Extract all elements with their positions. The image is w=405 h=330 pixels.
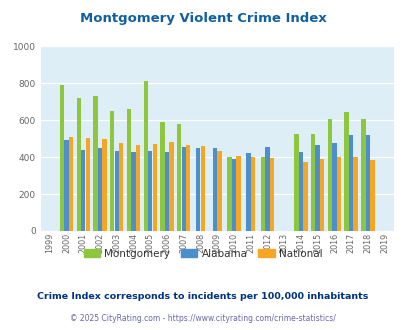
Bar bbox=[196, 148, 200, 231]
Bar bbox=[81, 150, 85, 231]
Bar bbox=[69, 138, 73, 231]
Bar bbox=[227, 157, 231, 231]
Bar bbox=[77, 98, 81, 231]
Bar bbox=[236, 156, 240, 231]
Bar bbox=[294, 134, 298, 231]
Bar bbox=[365, 135, 369, 231]
Bar bbox=[231, 159, 236, 231]
Bar bbox=[348, 135, 352, 231]
Text: Crime Index corresponds to incidents per 100,000 inhabitants: Crime Index corresponds to incidents per… bbox=[37, 292, 368, 301]
Text: Montgomery Violent Crime Index: Montgomery Violent Crime Index bbox=[79, 12, 326, 24]
Bar bbox=[169, 143, 173, 231]
Bar bbox=[353, 157, 357, 231]
Bar bbox=[212, 148, 217, 231]
Bar bbox=[85, 138, 90, 231]
Bar bbox=[181, 147, 185, 231]
Bar bbox=[126, 109, 131, 231]
Bar bbox=[164, 152, 169, 231]
Bar bbox=[200, 147, 205, 231]
Bar bbox=[136, 146, 140, 231]
Bar bbox=[269, 158, 273, 231]
Bar bbox=[298, 152, 303, 231]
Bar bbox=[131, 152, 135, 231]
Bar bbox=[336, 157, 340, 231]
Bar bbox=[102, 139, 107, 231]
Bar bbox=[177, 124, 181, 231]
Text: © 2025 CityRating.com - https://www.cityrating.com/crime-statistics/: © 2025 CityRating.com - https://www.city… bbox=[70, 314, 335, 323]
Bar bbox=[148, 151, 152, 231]
Bar bbox=[185, 145, 190, 231]
Bar bbox=[245, 153, 250, 231]
Bar bbox=[315, 145, 319, 231]
Bar bbox=[369, 160, 374, 231]
Bar bbox=[110, 111, 114, 231]
Bar bbox=[119, 143, 123, 231]
Bar bbox=[217, 151, 221, 231]
Bar bbox=[331, 143, 336, 231]
Bar bbox=[343, 112, 348, 231]
Bar bbox=[64, 140, 68, 231]
Bar bbox=[264, 148, 269, 231]
Legend: Montgomery, Alabama, National: Montgomery, Alabama, National bbox=[79, 245, 326, 263]
Bar bbox=[310, 134, 315, 231]
Bar bbox=[319, 158, 324, 231]
Bar bbox=[143, 81, 147, 231]
Bar bbox=[360, 119, 364, 231]
Bar bbox=[114, 151, 119, 231]
Bar bbox=[160, 122, 164, 231]
Bar bbox=[327, 119, 331, 231]
Bar bbox=[98, 148, 102, 231]
Bar bbox=[260, 157, 264, 231]
Bar bbox=[60, 85, 64, 231]
Bar bbox=[303, 161, 307, 231]
Bar bbox=[152, 144, 157, 231]
Bar bbox=[250, 157, 254, 231]
Bar bbox=[93, 96, 98, 231]
